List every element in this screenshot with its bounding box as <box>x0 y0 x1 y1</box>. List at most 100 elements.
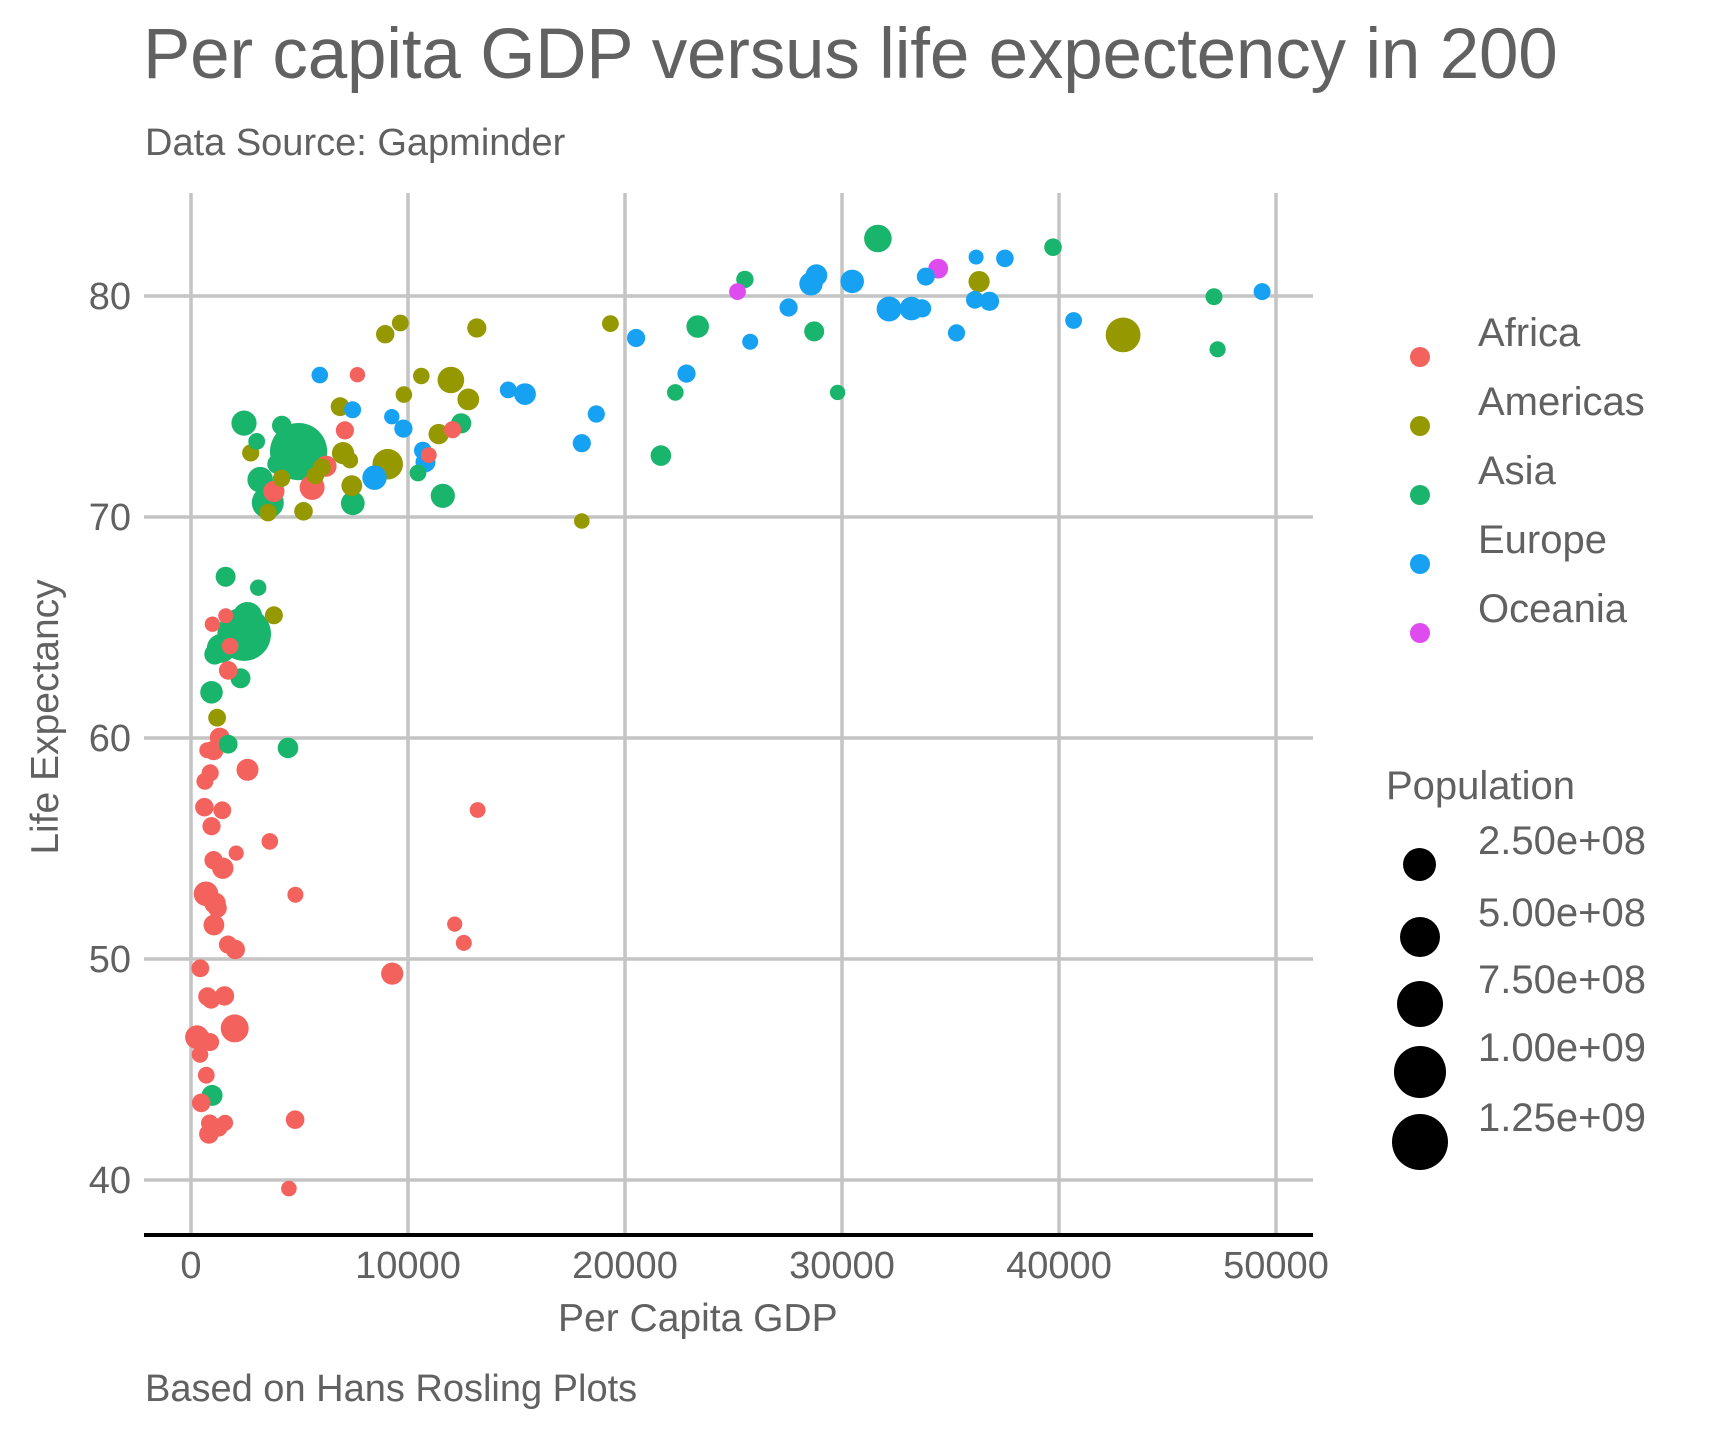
data-point <box>261 833 279 850</box>
data-point <box>200 681 223 704</box>
data-point <box>381 962 404 985</box>
data-point <box>499 381 517 399</box>
data-point <box>191 1046 209 1063</box>
data-point <box>196 772 214 790</box>
data-point <box>729 283 746 300</box>
data-point <box>469 802 486 818</box>
data-point <box>804 321 825 342</box>
legend-label: Asia <box>1478 448 1556 493</box>
data-point <box>447 916 463 932</box>
legend-size-key <box>1399 916 1441 958</box>
data-point <box>215 566 236 587</box>
data-point <box>218 661 238 680</box>
data-point <box>344 401 362 419</box>
data-point <box>514 383 536 405</box>
data-point <box>467 318 487 338</box>
y-tick-label: 70 <box>89 497 131 539</box>
data-point <box>686 315 709 338</box>
data-point <box>979 291 1000 311</box>
data-point <box>864 224 892 253</box>
data-point <box>277 737 299 759</box>
legend-size-key <box>1391 1114 1448 1170</box>
data-point <box>602 315 619 332</box>
data-point <box>335 421 354 440</box>
y-tick-label: 40 <box>89 1160 131 1202</box>
legend-label: 7.50e+08 <box>1478 957 1646 1002</box>
data-point <box>231 410 257 436</box>
data-point <box>201 1114 219 1132</box>
data-point <box>736 270 754 289</box>
data-point <box>444 421 462 439</box>
data-point <box>294 502 313 521</box>
data-point <box>1044 238 1062 256</box>
legend-size-key <box>1396 980 1444 1028</box>
legend-label: Africa <box>1478 310 1581 355</box>
data-point <box>1205 288 1223 306</box>
data-point <box>968 249 984 265</box>
data-point <box>204 616 221 632</box>
data-point <box>191 1093 211 1113</box>
legend-color-key <box>1410 416 1430 436</box>
data-point <box>264 606 283 625</box>
data-point <box>306 466 325 485</box>
data-point <box>627 328 646 348</box>
size-legend-title: Population <box>1386 764 1576 808</box>
grid-lines <box>144 193 1313 1235</box>
data-point <box>968 271 990 293</box>
data-point <box>428 423 449 445</box>
data-point <box>285 1110 305 1129</box>
data-point <box>204 643 226 665</box>
data-point <box>394 419 413 438</box>
data-point <box>650 445 672 466</box>
data-point <box>1065 312 1082 329</box>
legend-size-key <box>1403 848 1437 882</box>
data-point <box>218 935 238 954</box>
data-point <box>191 959 210 978</box>
data-point <box>362 465 387 490</box>
data-point <box>202 990 221 1009</box>
data-point <box>341 475 363 496</box>
data-point <box>208 708 227 727</box>
data-point <box>572 434 591 453</box>
x-axis-ticks: 0 10000 20000 30000 40000 50000 <box>180 1245 1328 1287</box>
data-point <box>220 1014 249 1043</box>
data-point <box>221 637 239 655</box>
data-point <box>805 264 828 287</box>
chart-caption: Based on Hans Rosling Plots <box>145 1368 638 1410</box>
data-point <box>204 851 223 870</box>
x-axis-label: Per Capita GDP <box>558 1297 838 1340</box>
data-point <box>384 409 400 425</box>
data-point <box>903 302 921 320</box>
x-tick-label: 30000 <box>789 1245 895 1287</box>
data-point <box>574 513 590 529</box>
data-point <box>430 483 455 508</box>
data-point <box>195 797 214 817</box>
data-point <box>1209 341 1226 358</box>
legend-label: 1.00e+09 <box>1478 1025 1646 1070</box>
legend-size-key <box>1394 1046 1446 1098</box>
data-point <box>311 366 329 384</box>
data-point <box>587 405 605 423</box>
data-point <box>677 364 696 383</box>
legend-label: Europe <box>1478 517 1607 562</box>
legend-label: 1.25e+09 <box>1478 1095 1646 1140</box>
data-point <box>996 249 1014 268</box>
data-point <box>281 1180 297 1197</box>
y-tick-label: 60 <box>89 718 131 760</box>
legend-color-key <box>1410 485 1430 505</box>
legend-label: 5.00e+08 <box>1478 890 1646 935</box>
chart-subtitle: Data Source: Gapminder <box>145 122 566 164</box>
data-point <box>409 464 427 482</box>
data-point <box>840 269 864 294</box>
data-point <box>829 384 846 401</box>
data-point <box>667 384 684 401</box>
data-point <box>272 415 292 436</box>
data-point <box>413 367 430 385</box>
data-point <box>236 758 259 781</box>
data-point <box>213 801 232 820</box>
y-axis-ticks: 40 50 60 70 80 <box>89 276 131 1202</box>
data-point <box>202 817 221 836</box>
data-point <box>349 367 366 383</box>
data-point <box>376 325 395 344</box>
